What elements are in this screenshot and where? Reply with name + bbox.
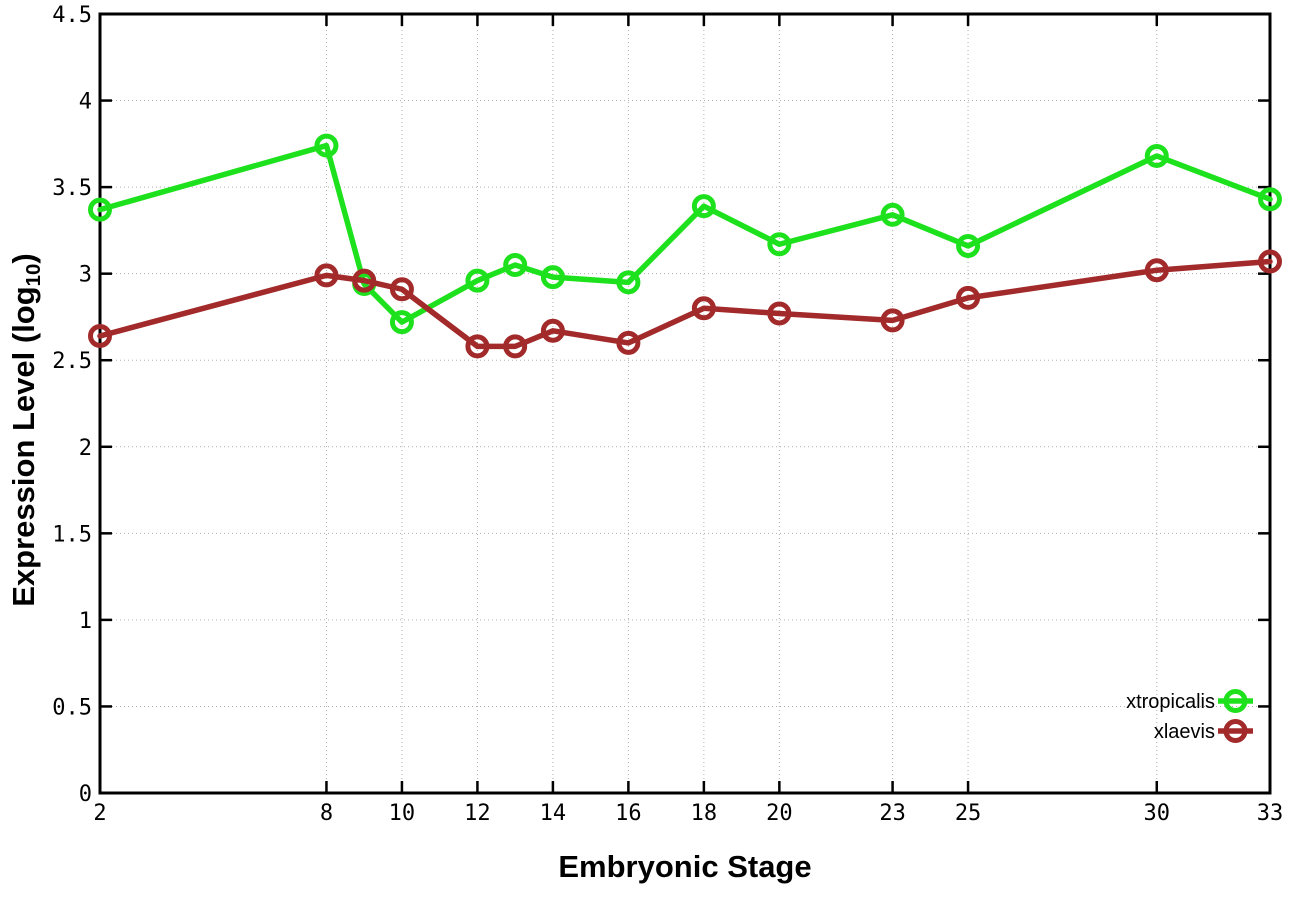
- x-tick-label: 8: [320, 801, 333, 826]
- data-point-xlaevis: [352, 268, 377, 293]
- data-point-xlaevis: [389, 277, 414, 302]
- x-tick-label: 2: [93, 801, 106, 826]
- y-axis-title-subscript: 10: [21, 263, 45, 287]
- y-tick-label: 0: [79, 782, 92, 807]
- x-tick-label: 18: [691, 801, 718, 826]
- data-point-xtropicalis: [503, 253, 528, 278]
- legend-label-xtropicalis: xtropicalis: [1126, 691, 1215, 713]
- x-tick-label: 25: [955, 801, 982, 826]
- x-tick-label: 20: [766, 801, 793, 826]
- x-tick-label: 33: [1257, 801, 1284, 826]
- data-point-xlaevis: [314, 263, 339, 288]
- y-tick-label: 4: [79, 90, 92, 115]
- series-line-xtropicalis: [97, 142, 1273, 325]
- y-axis-title-close: ): [6, 253, 42, 264]
- data-point-xtropicalis: [540, 265, 565, 290]
- legend-marker-xtropicalis: [1223, 689, 1248, 713]
- y-tick-label: 4.5: [52, 3, 92, 28]
- data-point-xtropicalis: [88, 197, 112, 222]
- x-tick-label: 23: [879, 801, 906, 826]
- x-tick-label: 14: [540, 801, 567, 826]
- x-tick-label: 10: [389, 801, 416, 826]
- data-point-xtropicalis: [314, 133, 339, 158]
- data-point-xlaevis: [691, 296, 716, 321]
- data-point-xtropicalis: [956, 233, 981, 258]
- y-tick-label: 3: [79, 263, 92, 288]
- data-point-xlaevis: [503, 334, 528, 359]
- data-point-xtropicalis: [767, 232, 792, 257]
- series-line-xlaevis: [97, 258, 1273, 350]
- y-tick-label: 3.5: [52, 176, 92, 201]
- data-point-xlaevis: [956, 285, 981, 310]
- data-point-xlaevis: [88, 323, 112, 348]
- x-tick-label: 30: [1144, 801, 1171, 826]
- data-point-xlaevis: [465, 334, 490, 359]
- data-point-xtropicalis: [1258, 187, 1282, 212]
- data-point-xtropicalis: [691, 194, 716, 219]
- y-tick-label: 2: [79, 436, 92, 461]
- legend-label-xlaevis: xlaevis: [1154, 721, 1215, 743]
- y-tick-label: 1: [79, 609, 92, 634]
- data-point-xlaevis: [540, 318, 565, 343]
- data-point-xlaevis: [767, 301, 792, 326]
- data-point-xtropicalis: [465, 268, 490, 293]
- data-point-xtropicalis: [616, 270, 641, 295]
- data-point-xlaevis: [1144, 258, 1169, 283]
- x-tick-label: 12: [464, 801, 491, 826]
- y-axis-title: Expression Level (log10): [6, 253, 46, 607]
- data-point-xlaevis: [616, 330, 641, 355]
- data-point-xlaevis: [880, 308, 905, 333]
- data-point-xtropicalis: [1144, 143, 1169, 168]
- data-point-xtropicalis: [389, 310, 414, 335]
- plot-border: [98, 12, 1272, 795]
- data-point-xtropicalis: [880, 202, 905, 227]
- x-tick-label: 16: [615, 801, 642, 826]
- data-point-xlaevis: [1258, 249, 1282, 274]
- y-axis-title-text: Expression Level (log: [6, 286, 42, 607]
- x-axis-title: Embryonic Stage: [558, 849, 812, 884]
- y-tick-label: 1.5: [52, 522, 92, 547]
- y-tick-label: 2.5: [52, 349, 92, 374]
- legend-marker-xlaevis: [1223, 719, 1248, 743]
- y-tick-label: 0.5: [52, 695, 92, 720]
